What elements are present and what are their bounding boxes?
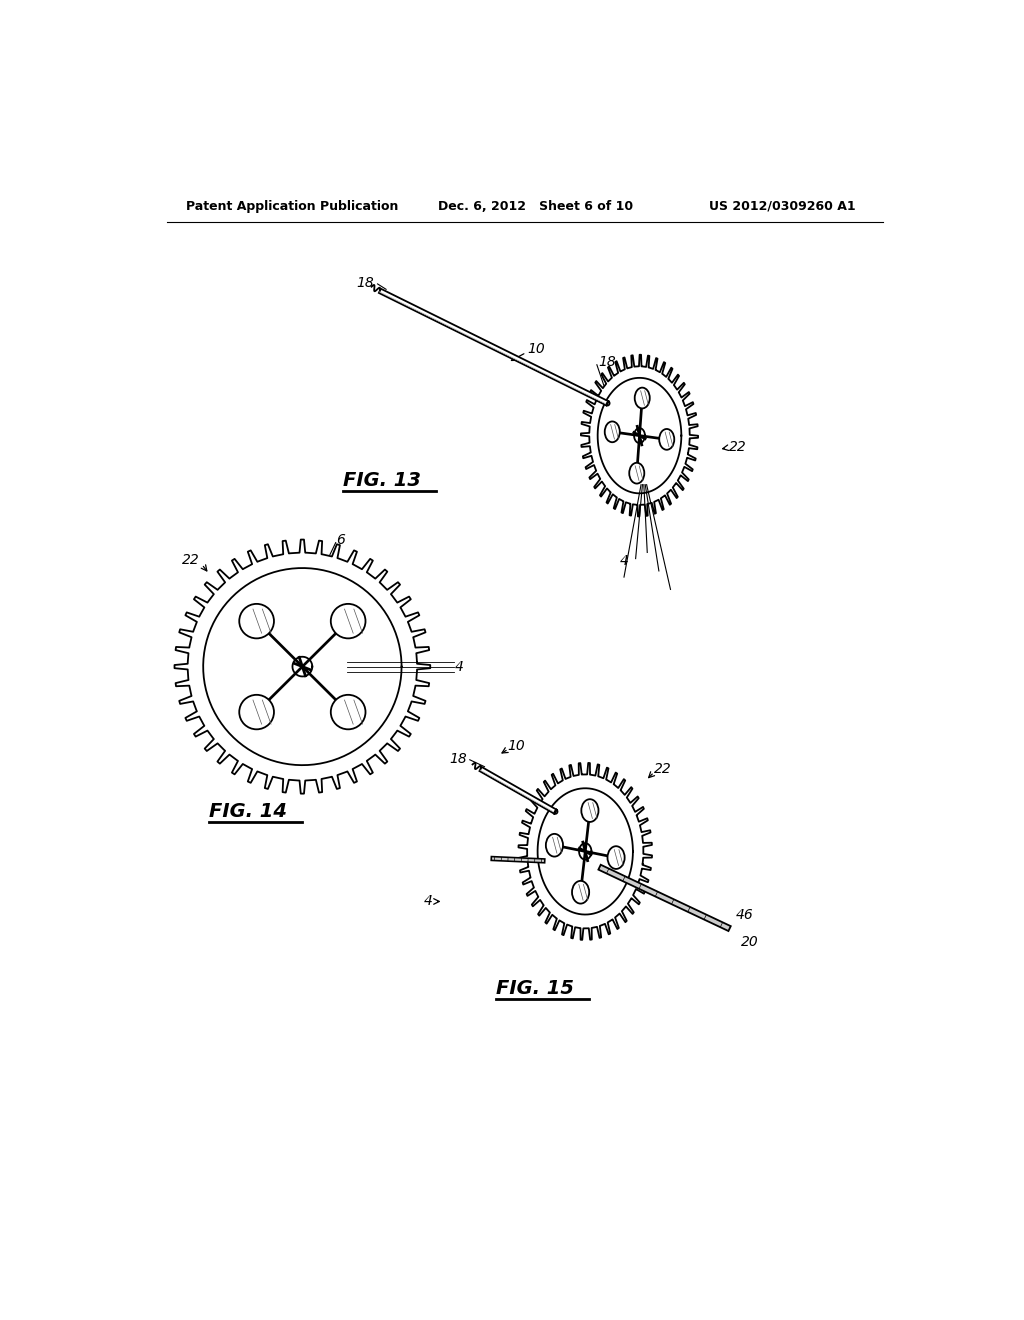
Polygon shape (174, 540, 430, 793)
Polygon shape (579, 843, 592, 859)
Polygon shape (538, 788, 633, 915)
Text: 22: 22 (729, 440, 746, 454)
Polygon shape (479, 767, 556, 813)
Text: Patent Application Publication: Patent Application Publication (186, 199, 398, 213)
Text: 20: 20 (741, 936, 759, 949)
Text: 18: 18 (450, 752, 467, 766)
Polygon shape (581, 355, 698, 516)
Polygon shape (598, 865, 731, 931)
Polygon shape (492, 857, 545, 863)
Ellipse shape (605, 421, 620, 442)
Text: 6: 6 (336, 533, 344, 548)
Polygon shape (293, 657, 312, 676)
Ellipse shape (659, 429, 674, 450)
Ellipse shape (607, 846, 625, 869)
Polygon shape (518, 763, 652, 940)
Text: 10: 10 (527, 342, 545, 356)
Ellipse shape (635, 388, 650, 408)
Polygon shape (634, 428, 645, 444)
Text: 10: 10 (508, 739, 525, 752)
Ellipse shape (331, 694, 366, 730)
Ellipse shape (240, 603, 274, 639)
Ellipse shape (629, 463, 644, 483)
Ellipse shape (572, 880, 589, 904)
Polygon shape (598, 378, 681, 494)
Text: Dec. 6, 2012   Sheet 6 of 10: Dec. 6, 2012 Sheet 6 of 10 (438, 199, 633, 213)
Text: 46: 46 (736, 908, 754, 921)
Text: 22: 22 (653, 762, 671, 776)
Ellipse shape (331, 603, 366, 639)
Text: 18: 18 (598, 355, 616, 370)
Text: 18: 18 (356, 276, 375, 290)
Polygon shape (554, 809, 557, 814)
Text: FIG. 13: FIG. 13 (343, 471, 422, 490)
Polygon shape (606, 401, 609, 405)
Text: 4: 4 (455, 660, 464, 673)
Polygon shape (203, 568, 401, 766)
Polygon shape (379, 289, 608, 405)
Text: 4: 4 (424, 895, 432, 908)
Ellipse shape (582, 799, 598, 822)
Text: 22: 22 (181, 553, 200, 568)
Ellipse shape (546, 834, 563, 857)
Text: US 2012/0309260 A1: US 2012/0309260 A1 (710, 199, 856, 213)
Text: FIG. 15: FIG. 15 (496, 979, 574, 998)
Ellipse shape (240, 694, 274, 730)
Text: FIG. 14: FIG. 14 (209, 801, 288, 821)
Text: 4: 4 (620, 554, 629, 568)
